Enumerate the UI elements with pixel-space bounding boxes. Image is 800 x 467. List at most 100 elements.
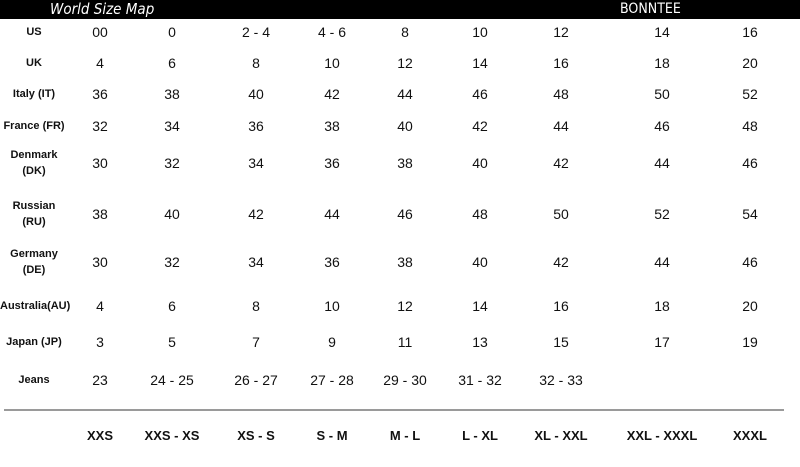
table-cell: 48: [553, 86, 569, 102]
table-cell: 38: [92, 206, 108, 222]
table-cell: 14: [472, 55, 488, 71]
table-cell: 42: [324, 86, 340, 102]
table-cell: 12: [553, 24, 569, 40]
table-cell: 16: [553, 55, 569, 71]
table-cell: 54: [742, 206, 758, 222]
header-bar: [0, 0, 800, 19]
size-label: XXS: [86, 428, 113, 443]
table-cell: 50: [654, 86, 670, 102]
table-cell: 7: [252, 334, 260, 350]
table-cell: 40: [397, 118, 413, 134]
table-cell: 27 - 28: [310, 372, 354, 388]
table-cell: 42: [472, 118, 488, 134]
table-cell: 24 - 25: [150, 372, 194, 388]
table-cell: 18: [654, 55, 670, 71]
table-cell: 30: [92, 254, 108, 270]
row-label: France (FR): [3, 120, 65, 132]
table-cell: 46: [472, 86, 488, 102]
table-cell: 36: [324, 155, 340, 171]
row-label: Russian (RU): [12, 200, 56, 228]
table-cell: 38: [324, 118, 340, 134]
table-cell: 42: [248, 206, 264, 222]
table-cell: 8: [252, 55, 260, 71]
table-cell: 36: [248, 118, 264, 134]
table-cell: 40: [472, 155, 488, 171]
table-cell: 20: [742, 55, 758, 71]
row-label: Jeans: [18, 374, 50, 386]
chart-title: World Size Map: [50, 0, 155, 18]
table-cell: 40: [472, 254, 488, 270]
table-cell: 5: [168, 334, 176, 350]
table-cell: 44: [654, 254, 670, 270]
table-cell: 34: [164, 118, 180, 134]
table-cell: 4 - 6: [317, 24, 346, 40]
row-label: Japan (JP): [6, 336, 62, 348]
table-cell: 6: [168, 55, 176, 71]
table-cell: 42: [553, 155, 569, 171]
table-cell: 36: [92, 86, 108, 102]
table-cell: 10: [324, 298, 340, 314]
table-cell: 11: [397, 334, 413, 350]
row-label: Australia(AU): [0, 300, 71, 312]
row-label: Germany (DE): [10, 248, 58, 276]
table-cell: 46: [742, 254, 758, 270]
table-cell: 46: [742, 155, 758, 171]
table-cell: 36: [324, 254, 340, 270]
row-label: UK: [26, 57, 42, 69]
table-cell: 52: [742, 86, 758, 102]
table-cell: 8: [252, 298, 260, 314]
table-cell: 44: [397, 86, 413, 102]
table-cell: 16: [742, 24, 758, 40]
table-cell: 15: [553, 334, 569, 350]
row-label: Denmark (DK): [10, 149, 58, 177]
table-cell: 29 - 30: [383, 372, 427, 388]
table-cell: 44: [654, 155, 670, 171]
table-cell: 32 - 33: [539, 372, 583, 388]
table-cell: 42: [553, 254, 569, 270]
table-cell: 8: [401, 24, 409, 40]
table-cell: 38: [397, 155, 413, 171]
table-cell: 0: [168, 24, 176, 40]
table-cell: 4: [96, 55, 104, 71]
table-cell: 14: [472, 298, 488, 314]
table-cell: 44: [324, 206, 340, 222]
table-cell: 44: [553, 118, 569, 134]
table-cell: 23: [92, 372, 108, 388]
table-cell: 32: [164, 155, 180, 171]
table-cell: 34: [248, 254, 264, 270]
table-cell: 10: [324, 55, 340, 71]
size-label: XXXL: [733, 428, 767, 443]
table-cell: 30: [92, 155, 108, 171]
table-cell: 12: [397, 298, 413, 314]
size-label: XXL - XXXL: [626, 428, 698, 443]
table-cell: 4: [96, 298, 104, 314]
table-cell: 52: [654, 206, 670, 222]
table-cell: 46: [397, 206, 413, 222]
table-cell: 26 - 27: [234, 372, 278, 388]
table-cell: 6: [168, 298, 176, 314]
table-cell: 48: [742, 118, 758, 134]
table-cell: 34: [248, 155, 264, 171]
table-cell: 31 - 32: [458, 372, 502, 388]
table-cell: 46: [654, 118, 670, 134]
table-cell: 40: [164, 206, 180, 222]
table-cell: 9: [328, 334, 336, 350]
table-cell: 16: [553, 298, 569, 314]
table-cell: 20: [742, 298, 758, 314]
table-cell: 18: [654, 298, 670, 314]
divider: [4, 409, 784, 411]
size-label: XS - S: [237, 428, 275, 443]
table-cell: 13: [472, 334, 488, 350]
table-cell: 3: [96, 334, 104, 350]
table-cell: 40: [248, 86, 264, 102]
row-label: US: [26, 26, 42, 38]
table-cell: 2 - 4: [241, 24, 270, 40]
table-cell: 10: [472, 24, 488, 40]
table-cell: 38: [397, 254, 413, 270]
table-cell: 17: [654, 334, 670, 350]
table-cell: 12: [397, 55, 413, 71]
row-label: Italy (IT): [12, 88, 56, 100]
table-cell: 48: [472, 206, 488, 222]
table-cell: 32: [92, 118, 108, 134]
table-cell: 38: [164, 86, 180, 102]
